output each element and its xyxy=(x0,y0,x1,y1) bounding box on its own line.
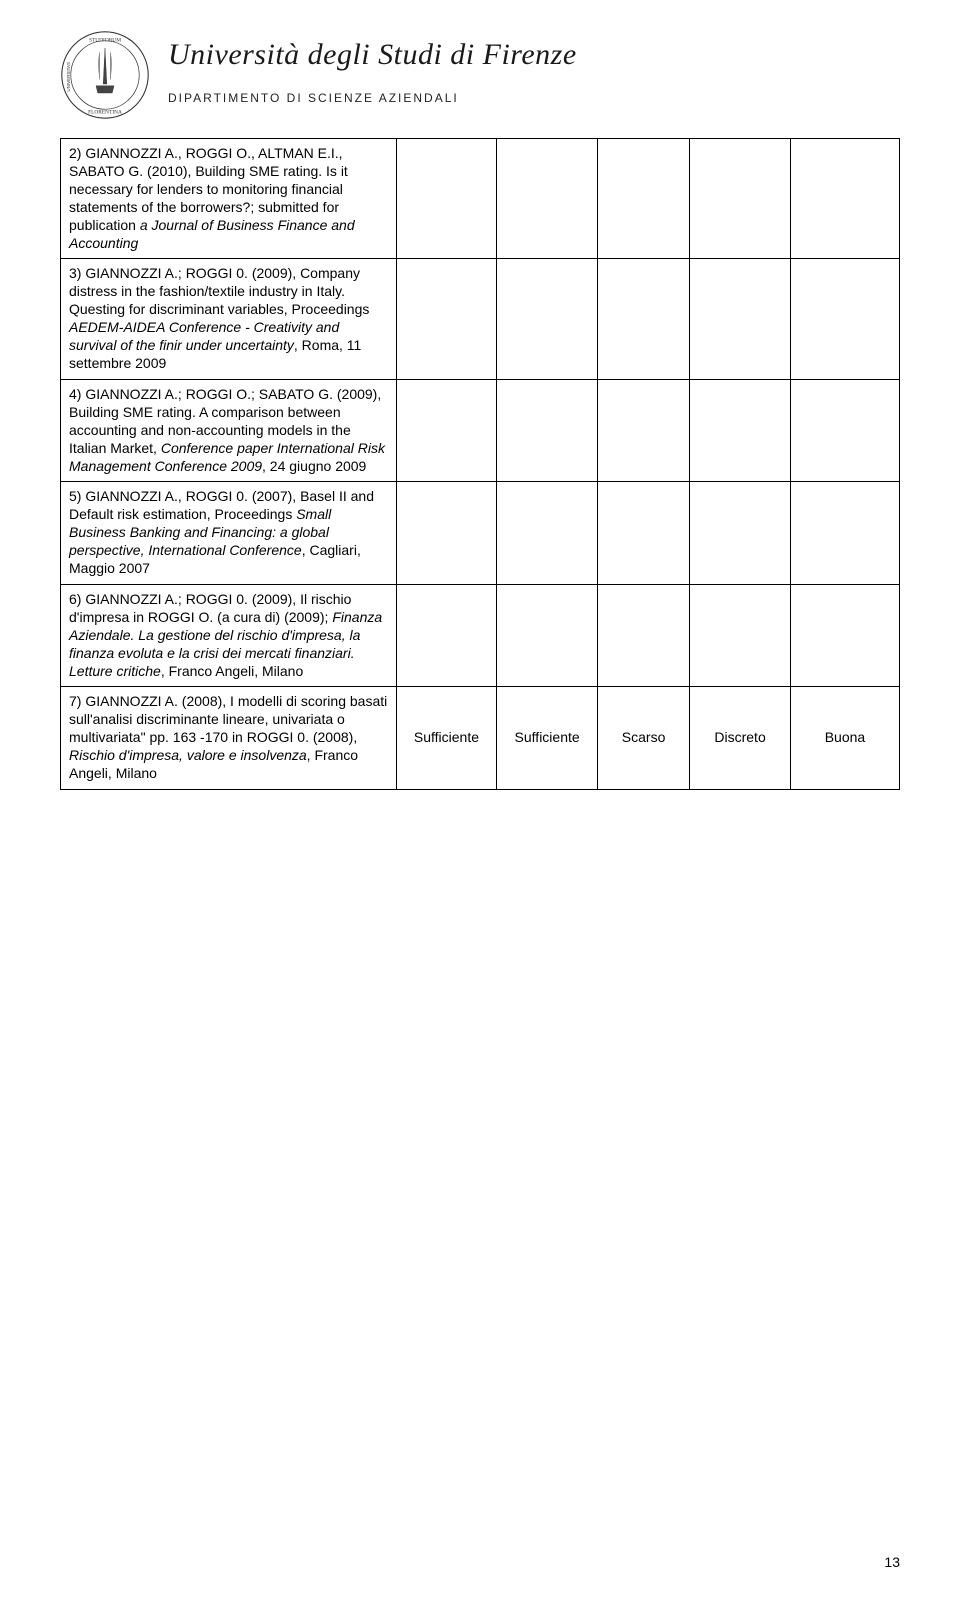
page-header: STUDIORUM FLORENTINA UNIVERSITAS Univers… xyxy=(60,30,900,120)
header-text-block: Università degli Studi di Firenze DIPART… xyxy=(168,30,577,105)
publication-cell: 2) GIANNOZZI A., ROGGI O., ALTMAN E.I., … xyxy=(61,139,397,259)
rating-cell: Sufficiente xyxy=(497,687,598,790)
university-name: Università degli Studi di Firenze xyxy=(168,38,577,71)
table-row: 7) GIANNOZZI A. (2008), I modelli di sco… xyxy=(61,687,900,790)
table-row: 3) GIANNOZZI A.; ROGGI 0. (2009), Compan… xyxy=(61,259,900,379)
rating-cell xyxy=(790,139,899,259)
table-row: 5) GIANNOZZI A., ROGGI 0. (2007), Basel … xyxy=(61,482,900,585)
department-name: DIPARTIMENTO DI SCIENZE AZIENDALI xyxy=(168,91,577,105)
rating-cell xyxy=(597,139,689,259)
rating-cell xyxy=(497,379,598,482)
page-number: 13 xyxy=(884,1554,900,1570)
table-row: 6) GIANNOZZI A.; ROGGI 0. (2009), Il ris… xyxy=(61,584,900,687)
rating-cell xyxy=(497,259,598,379)
publication-cell: 6) GIANNOZZI A.; ROGGI 0. (2009), Il ris… xyxy=(61,584,397,687)
svg-text:FLORENTINA: FLORENTINA xyxy=(88,110,122,116)
table-row: 4) GIANNOZZI A.; ROGGI O.; SABATO G. (20… xyxy=(61,379,900,482)
publication-cell: 5) GIANNOZZI A., ROGGI 0. (2007), Basel … xyxy=(61,482,397,585)
rating-cell xyxy=(690,259,791,379)
rating-cell xyxy=(396,379,497,482)
rating-cell xyxy=(690,584,791,687)
rating-cell xyxy=(396,259,497,379)
publication-cell: 7) GIANNOZZI A. (2008), I modelli di sco… xyxy=(61,687,397,790)
publication-cell: 4) GIANNOZZI A.; ROGGI O.; SABATO G. (20… xyxy=(61,379,397,482)
rating-cell xyxy=(790,584,899,687)
publication-cell: 3) GIANNOZZI A.; ROGGI 0. (2009), Compan… xyxy=(61,259,397,379)
rating-cell xyxy=(396,584,497,687)
rating-cell xyxy=(497,482,598,585)
rating-cell: Sufficiente xyxy=(396,687,497,790)
rating-cell xyxy=(690,482,791,585)
rating-cell: Scarso xyxy=(597,687,689,790)
rating-cell xyxy=(790,259,899,379)
rating-cell: Discreto xyxy=(690,687,791,790)
rating-cell xyxy=(396,482,497,585)
rating-cell xyxy=(497,584,598,687)
rating-cell xyxy=(690,379,791,482)
rating-cell: Buona xyxy=(790,687,899,790)
svg-text:STUDIORUM: STUDIORUM xyxy=(89,38,121,44)
rating-cell xyxy=(690,139,791,259)
rating-cell xyxy=(597,259,689,379)
publications-table: 2) GIANNOZZI A., ROGGI O., ALTMAN E.I., … xyxy=(60,138,900,790)
rating-cell xyxy=(597,482,689,585)
rating-cell xyxy=(790,379,899,482)
rating-cell xyxy=(597,379,689,482)
table-row: 2) GIANNOZZI A., ROGGI O., ALTMAN E.I., … xyxy=(61,139,900,259)
svg-text:UNIVERSITAS: UNIVERSITAS xyxy=(66,62,71,92)
university-seal-icon: STUDIORUM FLORENTINA UNIVERSITAS xyxy=(60,30,150,120)
rating-cell xyxy=(597,584,689,687)
rating-cell xyxy=(497,139,598,259)
rating-cell xyxy=(790,482,899,585)
rating-cell xyxy=(396,139,497,259)
